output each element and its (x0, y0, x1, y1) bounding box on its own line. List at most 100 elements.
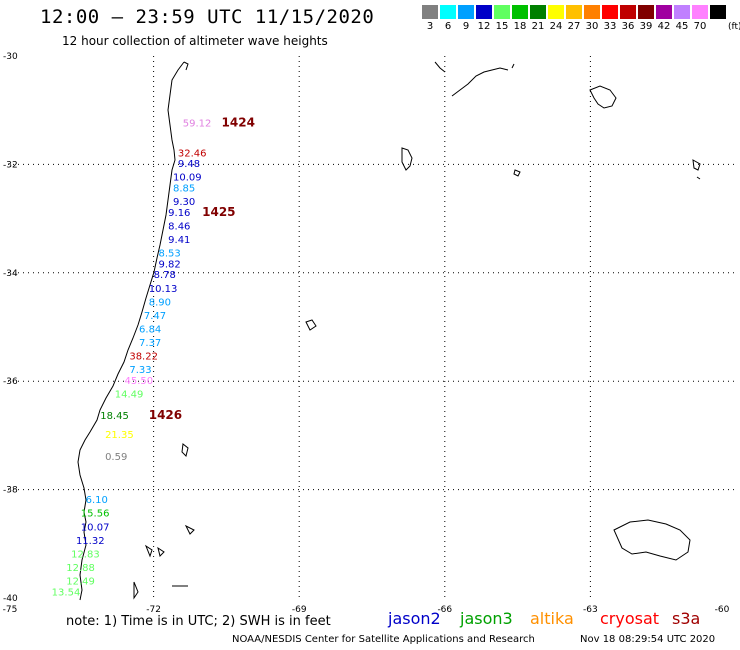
satellite-label-altika: altika (530, 609, 574, 628)
wave-height-label: 0.59 (105, 452, 127, 463)
wave-height-observations: 59.12 32.469.48 10.098.85 9.309.16 8.46 9.41 8… (52, 118, 212, 598)
satellite-label-cryosat: cryosat (600, 609, 660, 628)
wave-height-label: 8.85 (173, 184, 195, 195)
wave-height-label: 8.90 (149, 297, 171, 308)
pass-time-label: 1426 (149, 408, 182, 422)
wave-height-label: 14.49 (115, 389, 144, 400)
legend-swatch (440, 5, 456, 19)
legend-tick-label: 3 (426, 21, 434, 32)
wave-height-label: 59.12 (183, 118, 212, 129)
legend-swatch (584, 5, 600, 19)
legend-tick-label: 70 (693, 21, 707, 32)
island-patch-6 (181, 443, 189, 457)
footnote: note: 1) Time is in UTC; 2) SWH is in fe… (66, 614, 331, 629)
wave-height-label: 32.46 (178, 148, 207, 159)
lat-tick-label: -30 (3, 52, 18, 62)
legend-swatch (674, 5, 690, 19)
legend-tick-label: 15 (495, 21, 509, 32)
legend-swatch (602, 5, 618, 19)
continent-edge (183, 61, 189, 71)
legend-swatch (512, 5, 528, 19)
map-subtitle: 12 hour collection of altimeter wave hei… (62, 34, 328, 48)
legend-swatch (656, 5, 672, 19)
lat-lon-grid (8, 56, 736, 598)
wave-height-label: 12.83 (71, 549, 100, 560)
legend-tick-label: 27 (567, 21, 581, 32)
pass-time-labels: 1424 1425 1426 (149, 115, 255, 422)
legend-tick-label: 42 (657, 21, 671, 32)
satellite-label-s3a: s3a (672, 609, 701, 628)
wave-height-label: 9.16 (168, 208, 190, 219)
lat-tick-label: -40 (3, 594, 18, 604)
legend-tick-label: 36 (621, 21, 635, 32)
lon-tick-label: -60 (715, 605, 730, 615)
lat-tick-label: -32 (3, 160, 18, 170)
island-patch-2 (401, 147, 413, 171)
satellite-label-jason3: jason3 (460, 609, 513, 628)
island-patch-8 (133, 581, 139, 600)
wave-height-label: 10.09 (173, 173, 202, 184)
lat-tick-label: -36 (3, 377, 18, 387)
wave-height-label: 6.10 (86, 495, 108, 506)
wave-height-label: 9.82 (158, 259, 180, 270)
legend-tick-label: 30 (585, 21, 599, 32)
island-patch-7 (144, 524, 195, 587)
legend-tick-label: 9 (462, 21, 470, 32)
legend-swatch (530, 5, 546, 19)
lon-tick-label: -75 (3, 605, 18, 615)
island-patch-5 (305, 319, 317, 331)
legend-swatch (458, 5, 474, 19)
wave-height-label: 38.22 (129, 352, 158, 363)
legend-swatch (692, 5, 708, 19)
legend-tick-label: 6 (444, 21, 452, 32)
legend-tick-label: 18 (513, 21, 527, 32)
coastlines (77, 61, 701, 601)
axis-labels: -75 -72 -69 -66 -63 -60 -30 -32 -34 -36 -38 -40 (3, 52, 730, 615)
wave-height-label: 8.53 (158, 249, 180, 260)
legend-tick-label: 12 (477, 21, 491, 32)
wave-height-label: 12.49 (66, 576, 95, 587)
legend-swatch (548, 5, 564, 19)
legend-tick-label: 39 (639, 21, 653, 32)
wave-height-label: 7.47 (144, 311, 166, 322)
generated-timestamp: Nov 18 08:29:54 UTC 2020 (580, 634, 716, 645)
island-patch-1 (589, 85, 617, 109)
legend-swatch (638, 5, 654, 19)
wave-height-label: 18.45 (100, 411, 129, 422)
legend-swatch (710, 5, 726, 19)
island-patch-4 (692, 159, 701, 180)
wave-height-label: 8.46 (168, 221, 190, 232)
wave-height-label: 9.41 (168, 235, 190, 246)
lon-tick-label: -72 (146, 605, 161, 615)
lat-tick-label: -34 (3, 269, 18, 279)
wave-height-label: 10.13 (149, 284, 178, 295)
wave-height-label: 9.30 (173, 197, 195, 208)
chile-coastline (77, 61, 185, 601)
lon-tick-label: -63 (583, 605, 598, 615)
wave-height-label: 10.07 (81, 522, 110, 533)
lat-tick-label: -38 (3, 486, 18, 496)
legend-tick-label: 33 (603, 21, 617, 32)
wave-height-label: 8.78 (154, 270, 176, 281)
pass-time-label: 1425 (202, 205, 235, 219)
legend-swatch (566, 5, 582, 19)
color-scale-unit: (ft) (728, 22, 740, 32)
wave-height-label: 15.56 (81, 509, 110, 520)
satellite-label-jason2: jason2 (388, 609, 441, 628)
wave-height-label: 7.37 (139, 338, 161, 349)
credit-line: NOAA/NESDIS Center for Satellite Applica… (232, 634, 535, 645)
wave-height-label: 9.48 (178, 159, 200, 170)
legend-swatch (620, 5, 636, 19)
wave-height-label: 6.84 (139, 324, 161, 335)
wave-height-label: 12.88 (66, 563, 95, 574)
island-patch-3 (513, 169, 521, 177)
wave-height-label: 7.33 (129, 365, 151, 376)
map-title: 12:00 – 23:59 UTC 11/15/2020 (40, 6, 375, 28)
legend-tick-label: 45 (675, 21, 689, 32)
falklands-like-island (613, 519, 691, 561)
legend-swatch (422, 5, 438, 19)
pass-time-label: 1424 (222, 115, 255, 129)
wave-height-label: 45.50 (124, 376, 153, 387)
